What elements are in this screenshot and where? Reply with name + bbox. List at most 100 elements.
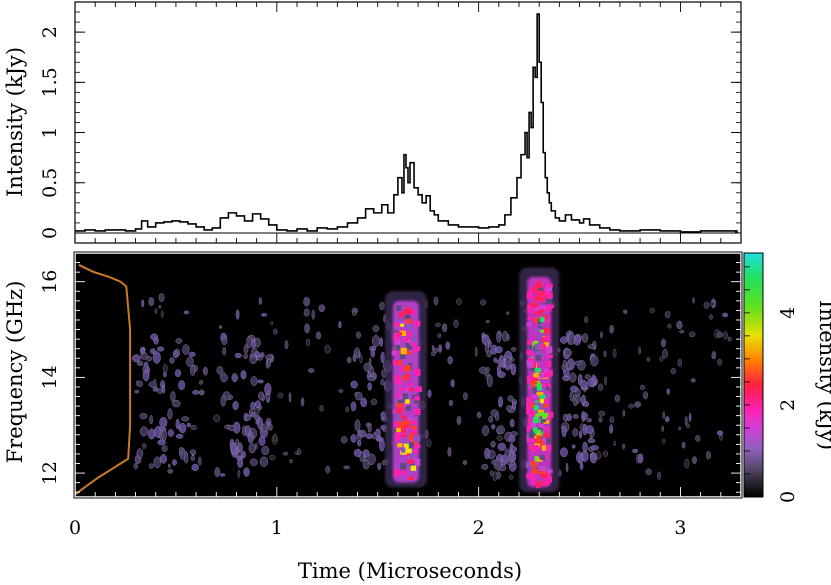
emission-speck xyxy=(182,344,190,355)
emission-speck xyxy=(178,422,187,434)
noise-speck xyxy=(613,440,617,446)
noise-speck xyxy=(665,416,670,423)
bandpass-overlay-line xyxy=(74,264,132,496)
emission-speck xyxy=(367,376,376,382)
noise-speck xyxy=(571,444,576,449)
burst-cell xyxy=(540,344,547,349)
burst-cell xyxy=(531,301,538,308)
noise-speck xyxy=(679,329,685,334)
emission-speck xyxy=(353,347,361,359)
bottom-y-tick-label: 16 xyxy=(39,270,61,294)
emission-speck xyxy=(186,422,191,428)
burst-cell xyxy=(533,444,540,450)
noise-speck xyxy=(667,323,672,329)
emission-speck xyxy=(581,333,589,343)
emission-speck xyxy=(221,337,228,345)
noise-speck xyxy=(213,414,221,423)
burst-cell xyxy=(543,295,549,300)
burst-cell xyxy=(539,466,546,472)
emission-speck xyxy=(494,346,503,354)
burst-cell xyxy=(537,409,544,414)
burst-cell xyxy=(528,418,533,423)
burst-cell xyxy=(537,287,544,291)
noise-speck xyxy=(372,325,380,332)
noise-speck xyxy=(662,348,668,359)
noise-speck xyxy=(609,416,615,424)
burst-cell xyxy=(531,377,539,381)
burst-cell xyxy=(410,430,418,436)
burst-cell xyxy=(413,400,420,404)
emission-speck xyxy=(152,351,161,364)
burst-cell xyxy=(410,465,417,471)
burst-cell xyxy=(395,413,401,421)
emission-speck xyxy=(231,443,237,455)
noise-speck xyxy=(356,331,361,339)
burst-cell xyxy=(544,427,551,431)
emission-speck xyxy=(142,369,150,382)
burst-cell xyxy=(404,323,411,328)
burst-cell xyxy=(404,365,411,372)
noise-speck xyxy=(692,297,695,304)
noise-speck xyxy=(237,469,241,478)
burst-cell xyxy=(528,420,533,427)
noise-speck xyxy=(216,366,224,375)
noise-speck xyxy=(338,389,344,393)
burst-cell xyxy=(542,471,548,478)
emission-speck xyxy=(354,391,363,401)
burst-cell xyxy=(413,435,421,442)
noise-speck xyxy=(340,436,348,444)
burst-cell xyxy=(407,417,414,421)
burst-cell xyxy=(405,316,411,320)
burst-cell xyxy=(543,289,550,296)
emission-speck xyxy=(137,380,143,388)
top-y-tick-label: 0 xyxy=(39,227,61,239)
noise-speck xyxy=(586,418,593,423)
burst-cell xyxy=(544,336,550,341)
noise-speck xyxy=(190,425,198,431)
emission-speck xyxy=(257,417,264,430)
noise-speck xyxy=(723,331,728,340)
noise-speck xyxy=(435,322,441,328)
burst-cell xyxy=(541,337,548,343)
noise-speck xyxy=(614,394,620,403)
burst-cell xyxy=(411,438,418,445)
emission-speck xyxy=(234,352,242,359)
bottom-y-tick-label: 14 xyxy=(39,365,61,389)
emission-speck xyxy=(181,416,190,422)
emission-speck xyxy=(365,433,374,440)
noise-speck xyxy=(269,454,276,461)
emission-speck xyxy=(167,408,173,420)
emission-speck xyxy=(172,349,179,359)
noise-speck xyxy=(134,389,140,394)
burst-cell xyxy=(546,417,552,421)
noise-speck xyxy=(352,311,357,317)
noise-speck xyxy=(642,391,649,400)
burst-cell xyxy=(407,350,412,355)
burst-cell xyxy=(543,393,550,398)
emission-speck xyxy=(139,413,148,420)
burst-cell xyxy=(526,396,531,404)
emission-speck xyxy=(568,332,575,345)
emission-speck xyxy=(186,356,194,367)
noise-speck xyxy=(662,411,665,420)
emission-speck xyxy=(150,348,156,355)
emission-speck xyxy=(566,413,572,422)
emission-speck xyxy=(231,373,238,383)
emission-speck xyxy=(174,369,182,378)
burst-cell xyxy=(534,328,541,332)
heatmap-frame xyxy=(74,252,742,498)
noise-speck xyxy=(303,296,310,307)
noise-speck xyxy=(703,301,710,309)
burst-cell xyxy=(402,433,407,438)
burst-cell xyxy=(546,469,553,473)
burst-cell xyxy=(527,357,535,363)
burst-cell xyxy=(408,442,414,449)
burst-cell xyxy=(405,373,410,381)
colorbar-gradient xyxy=(743,252,764,498)
emission-speck xyxy=(497,442,506,451)
burst-cell xyxy=(404,387,409,392)
top-y-tick-label: 2 xyxy=(39,26,61,38)
emission-speck xyxy=(228,424,236,431)
burst-cell xyxy=(535,293,541,300)
